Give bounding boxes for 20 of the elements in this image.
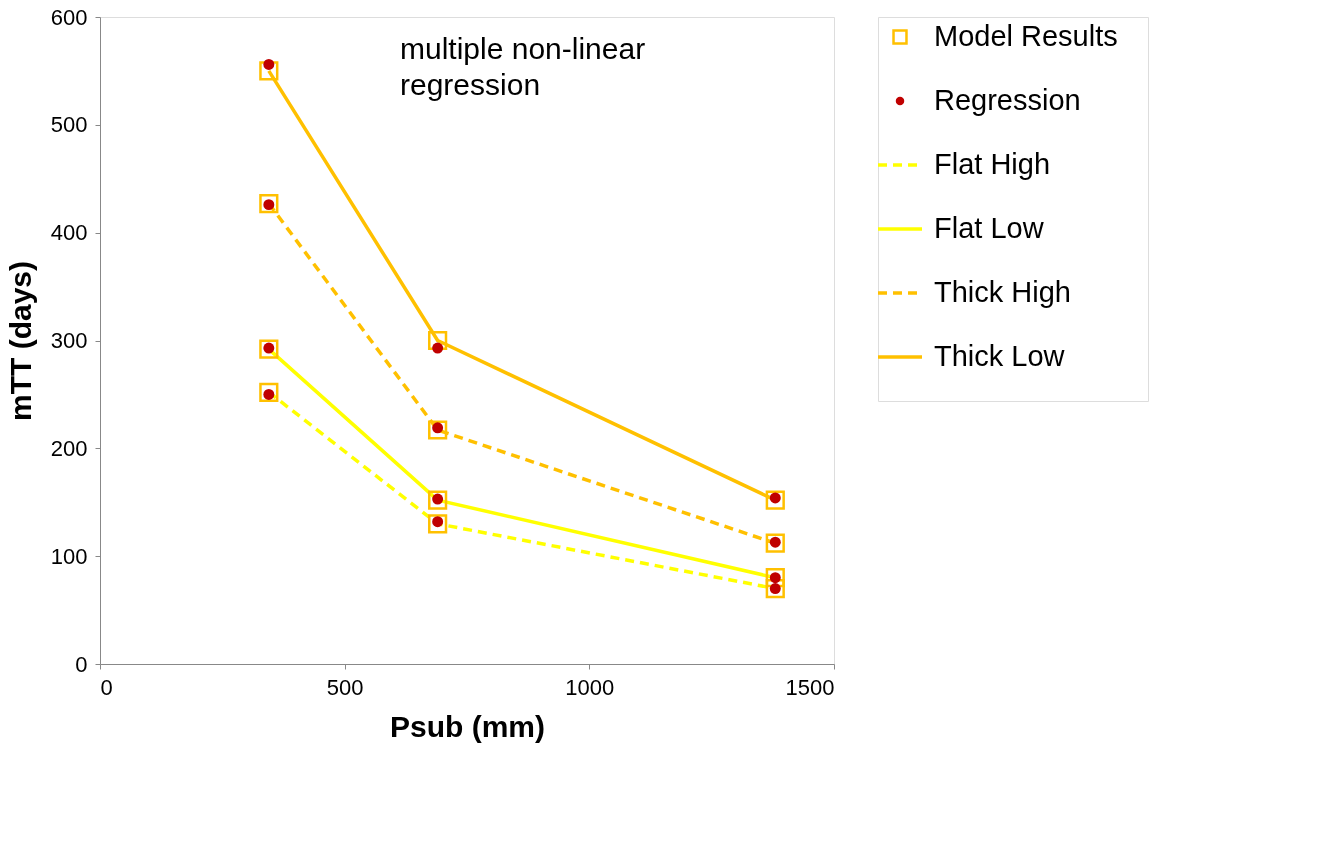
- legend-label: Thick High: [934, 276, 1071, 308]
- y-tick-label: 300: [50, 328, 88, 353]
- x-tick-label: 0: [100, 674, 113, 700]
- legend-label: Thick Low: [934, 340, 1066, 372]
- x-tick-label: 500: [326, 674, 364, 700]
- y-tick-label: 500: [50, 112, 88, 138]
- legend-label: Flat Low: [934, 212, 1045, 244]
- x-tick-label: 1000: [565, 674, 615, 700]
- x-axis-title: Psub (mm): [389, 709, 546, 743]
- y-tick-label: 200: [50, 435, 88, 461]
- annotation: multiple non-linear regression: [400, 32, 646, 101]
- legend-label: Model Results: [934, 20, 1118, 52]
- x-tick-label: 1500: [785, 674, 835, 700]
- y-tick-label: 100: [50, 543, 88, 569]
- y-tick-label: 0: [75, 651, 88, 677]
- y-axis-title: mTT (days): [3, 260, 37, 422]
- y-tick-label: 400: [50, 220, 88, 246]
- legend-label: Regression: [934, 84, 1081, 116]
- legend-label: Flat High: [934, 148, 1051, 180]
- y-tick-label: 600: [50, 4, 88, 30]
